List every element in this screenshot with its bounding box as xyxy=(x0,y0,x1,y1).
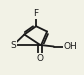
Text: F: F xyxy=(34,9,39,18)
Text: S: S xyxy=(11,40,16,50)
Text: O: O xyxy=(37,54,44,63)
Text: OH: OH xyxy=(64,42,78,51)
